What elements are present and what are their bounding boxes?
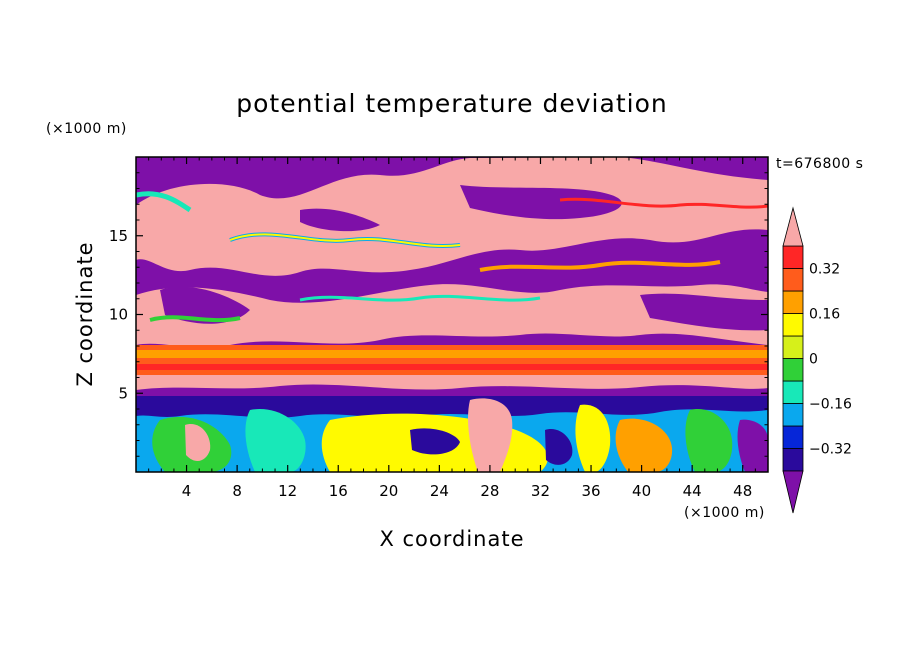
chart-title: potential temperature deviation: [236, 89, 667, 118]
y-unit-label: (×1000 m): [46, 121, 127, 137]
colorbar-segment: [782, 290, 804, 314]
colorbar-label: 0.32: [809, 262, 840, 278]
x-unit-label: (×1000 m): [684, 505, 765, 521]
x-tick-label: 28: [480, 482, 499, 500]
colorbar-segment: [782, 245, 804, 269]
colorbar-segment: [782, 335, 804, 359]
colorbar-label: 0: [809, 352, 818, 368]
turbulence-texture: [136, 157, 768, 472]
y-tick-label: 5: [118, 384, 128, 402]
y-tick-label: 15: [109, 227, 128, 245]
x-tick-label: 16: [329, 482, 348, 500]
x-tick-label: 40: [632, 482, 651, 500]
colorbar: 0.32 0.16 0 −0.16 −0.32: [782, 206, 852, 514]
time-label: t=676800 s: [776, 156, 863, 172]
colorbar-segment: [782, 358, 804, 382]
x-tick-label: 20: [379, 482, 398, 500]
x-tick-label: 48: [733, 482, 752, 500]
x-tick-label: 32: [531, 482, 550, 500]
x-tick-label: 8: [232, 482, 242, 500]
x-tick-label: 36: [581, 482, 600, 500]
colorbar-label: −0.32: [809, 442, 852, 458]
colorbar-segment: [782, 403, 804, 427]
y-tick-label: 10: [109, 306, 128, 324]
colorbar-segment: [782, 268, 804, 292]
colorbar-segment: [782, 313, 804, 337]
x-axis-label: X coordinate: [379, 527, 524, 551]
plot-area: [136, 157, 768, 472]
x-tick-label: 44: [683, 482, 702, 500]
colorbar-upper-extension: [782, 206, 804, 247]
x-tick-label: 4: [182, 482, 192, 500]
colorbar-label: −0.16: [809, 397, 852, 413]
colorbar-segment: [782, 425, 804, 449]
x-axis: 4 8 12 16 20 24 28 32 36 40 44 48: [148, 157, 756, 500]
x-tick-label: 24: [430, 482, 449, 500]
y-axis: 5 10 15: [109, 172, 768, 457]
x-tick-label: 12: [278, 482, 297, 500]
colorbar-segment: [782, 448, 804, 472]
colorbar-segment: [782, 380, 804, 404]
y-axis-label: Z coordinate: [73, 241, 97, 386]
colorbar-label: 0.16: [809, 307, 840, 323]
colorbar-lower-extension: [782, 470, 804, 514]
